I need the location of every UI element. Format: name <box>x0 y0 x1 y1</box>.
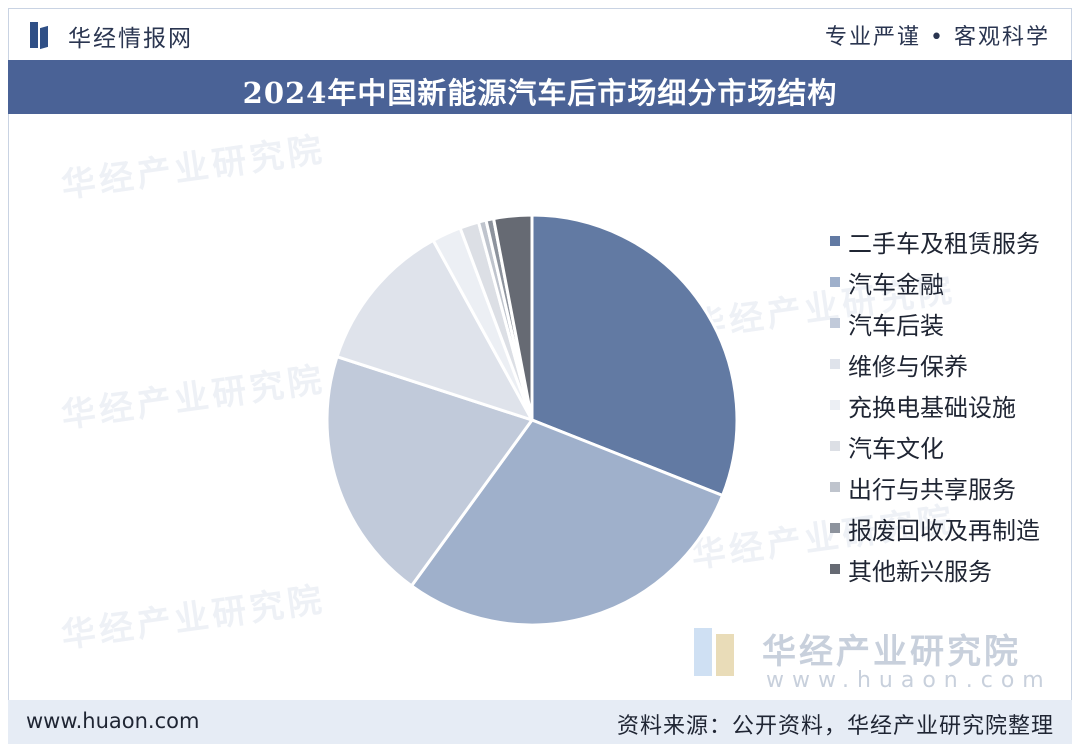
legend-label: 维修与保养 <box>848 353 968 381</box>
legend-swatch <box>830 482 840 492</box>
legend-label: 二手车及租赁服务 <box>848 230 1040 258</box>
brand-logo-icon <box>30 22 58 50</box>
legend-label: 汽车文化 <box>848 435 944 463</box>
legend-swatch <box>830 400 840 410</box>
institute-logo-icon <box>694 628 746 680</box>
footer-url: www.huaon.com <box>26 709 200 733</box>
legend-label: 其他新兴服务 <box>848 558 992 586</box>
legend-label: 报废回收及再制造 <box>848 517 1040 545</box>
legend-swatch <box>830 359 840 369</box>
pie-chart <box>325 213 739 627</box>
legend-label: 充换电基础设施 <box>848 394 1016 422</box>
legend-swatch <box>830 236 840 246</box>
footer-bar: www.huaon.com 资料来源：公开资料，华经产业研究院整理 <box>8 700 1072 744</box>
pie-slice <box>325 354 535 588</box>
legend-label: 汽车金融 <box>848 271 944 299</box>
legend-label: 汽车后装 <box>848 312 944 340</box>
pie-slice <box>409 418 725 627</box>
chart-title: 2024年中国新能源汽车后市场细分市场结构 <box>242 76 838 110</box>
pie-slice <box>491 213 534 421</box>
top-bar: 华经情报网 专业严谨 • 客观科学 <box>8 8 1072 60</box>
data-source: 资料来源：公开资料，华经产业研究院整理 <box>616 714 1054 739</box>
institute-watermark-name: 华经产业研究院 <box>762 632 1021 672</box>
legend-swatch <box>830 564 840 574</box>
slogan: 专业严谨 • 客观科学 <box>825 25 1050 50</box>
legend-swatch <box>830 318 840 328</box>
legend-label: 出行与共享服务 <box>848 476 1016 504</box>
title-bar: 2024年中国新能源汽车后市场细分市场结构 <box>8 60 1072 114</box>
legend-swatch <box>830 441 840 451</box>
institute-watermark-url: www.huaon.com <box>766 668 1052 693</box>
pie-slice <box>530 213 739 498</box>
brand-name: 华经情报网 <box>68 26 193 52</box>
legend-swatch <box>830 277 840 287</box>
pie-slice <box>335 238 536 423</box>
legend-swatch <box>830 523 840 533</box>
